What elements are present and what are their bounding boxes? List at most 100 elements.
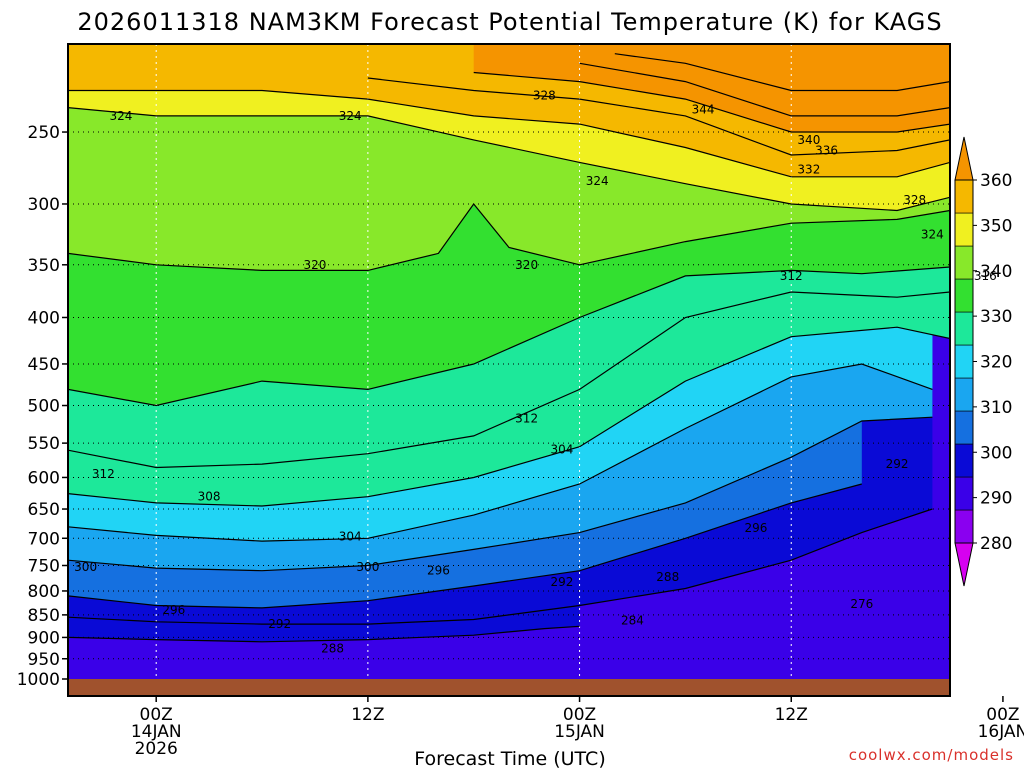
y-tick-label-750: 750 (28, 556, 60, 576)
contour-label: 296 (162, 603, 185, 617)
colorbar-lower-extend (954, 542, 974, 587)
colorbar-label-290: 290 (980, 489, 1012, 509)
colorbar-band (954, 311, 974, 346)
x-tick-label: 16JAN (978, 722, 1024, 742)
y-tick-label-1000: 1000 (17, 670, 60, 690)
x-tick-label: 12Z (775, 705, 808, 725)
contour-label: 292 (550, 575, 573, 589)
contour-label: 304 (550, 443, 573, 457)
contour-label: 328 (903, 193, 926, 207)
colorbar-label-340: 340 (980, 262, 1012, 282)
contour-label: 296 (745, 521, 768, 535)
isotherm-316 (68, 266, 950, 407)
chart-title: 2026011318 NAM3KM Forecast Potential Tem… (77, 8, 942, 36)
isotherm-304 (68, 363, 933, 542)
colorbar-band (954, 179, 974, 214)
contour-label: 312 (780, 269, 803, 283)
x-tick-label: 12Z (351, 705, 384, 725)
y-tick-label-450: 450 (28, 355, 60, 375)
contour-label: 276 (850, 597, 873, 611)
colorbar-label-360: 360 (980, 171, 1012, 191)
contour-label: 300 (74, 560, 97, 574)
contour-label: 288 (656, 570, 679, 584)
colorbar-label-280: 280 (980, 534, 1012, 554)
y-tick-label-400: 400 (28, 308, 60, 328)
isotherm-340 (579, 62, 950, 117)
contour-label: 284 (621, 613, 644, 627)
isotherm-320 (68, 203, 950, 271)
colorbar-band (954, 212, 974, 247)
contour-label: 336 (815, 144, 838, 158)
x-axis-label: Forecast Time (UTC) (414, 748, 605, 768)
isotherm-332 (367, 77, 950, 156)
isotherm-288 (68, 625, 580, 643)
credit-link[interactable]: coolwx.com/models (849, 746, 1014, 764)
y-tick-label-650: 650 (28, 500, 60, 520)
contour-label: 320 (515, 258, 538, 272)
isotherm-328 (68, 89, 950, 178)
isotherm-308 (68, 326, 950, 507)
contour-label: 312 (92, 467, 115, 481)
contour-label: 332 (797, 163, 820, 177)
y-tick-label-350: 350 (28, 256, 60, 276)
contour-label: 344 (692, 102, 715, 116)
x-tick-label: 00Z (140, 705, 173, 725)
y-tick-label-950: 950 (28, 650, 60, 670)
y-tick-label-800: 800 (28, 582, 60, 602)
contour-label: 288 (321, 642, 344, 656)
isotherm-300 (68, 416, 933, 572)
colorbar-band (954, 278, 974, 313)
isotherm-312 (68, 291, 950, 469)
y-tick-label-700: 700 (28, 529, 60, 549)
colorbar-band (954, 245, 974, 280)
colorbar-band (954, 377, 974, 412)
x-tick-label: 2026 (135, 739, 178, 759)
colorbar-band (954, 476, 974, 511)
x-tick-label: 00Z (563, 705, 596, 725)
colorbar-band (954, 443, 974, 478)
y-tick-label-600: 600 (28, 468, 60, 488)
contour-label: 300 (356, 560, 379, 574)
isotherm-336 (473, 71, 950, 133)
contour-label: 320 (304, 258, 327, 272)
isotherm-344 (614, 53, 950, 92)
plot-frame (67, 43, 951, 697)
colorbar-label-320: 320 (980, 353, 1012, 373)
contour-label: 292 (268, 617, 291, 631)
colorbar-band (954, 509, 974, 544)
contour-label: 292 (886, 457, 909, 471)
contour-label: 324 (586, 174, 609, 188)
contour-label: 340 (797, 133, 820, 147)
contour-label: 324 (109, 109, 132, 123)
colorbar-label-330: 330 (980, 307, 1012, 327)
x-tick-label: 00Z (986, 705, 1019, 725)
colorbar-label-350: 350 (980, 216, 1012, 236)
y-tick-label-300: 300 (28, 195, 60, 215)
theta-band-344 (614, 44, 950, 91)
contour-label: 296 (427, 564, 450, 578)
y-tick-label-250: 250 (28, 123, 60, 143)
contour-label: 324 (339, 109, 362, 123)
contour-label: 308 (198, 490, 221, 504)
colorbar-label-300: 300 (980, 443, 1012, 463)
y-tick-label-550: 550 (28, 434, 60, 454)
colorbar-band (954, 344, 974, 379)
ground-surface (68, 679, 950, 696)
isotherm-324 (68, 107, 950, 212)
colorbar-band (954, 410, 974, 445)
colorbar-upper-extend (954, 136, 974, 181)
isotherm-292 (68, 508, 933, 625)
x-tick-label: 15JAN (554, 722, 605, 742)
y-tick-label-850: 850 (28, 606, 60, 626)
contour-label: 304 (339, 530, 362, 544)
contour-label: 328 (533, 89, 556, 103)
contour-label: 324 (921, 227, 944, 241)
colorbar-label-310: 310 (980, 398, 1012, 418)
y-tick-label-900: 900 (28, 628, 60, 648)
contour-label: 316 (974, 269, 997, 283)
x-tick-label: 14JAN (131, 722, 182, 742)
contour-label: 312 (515, 412, 538, 426)
isotherm-296 (68, 483, 862, 609)
y-tick-label-500: 500 (28, 397, 60, 417)
